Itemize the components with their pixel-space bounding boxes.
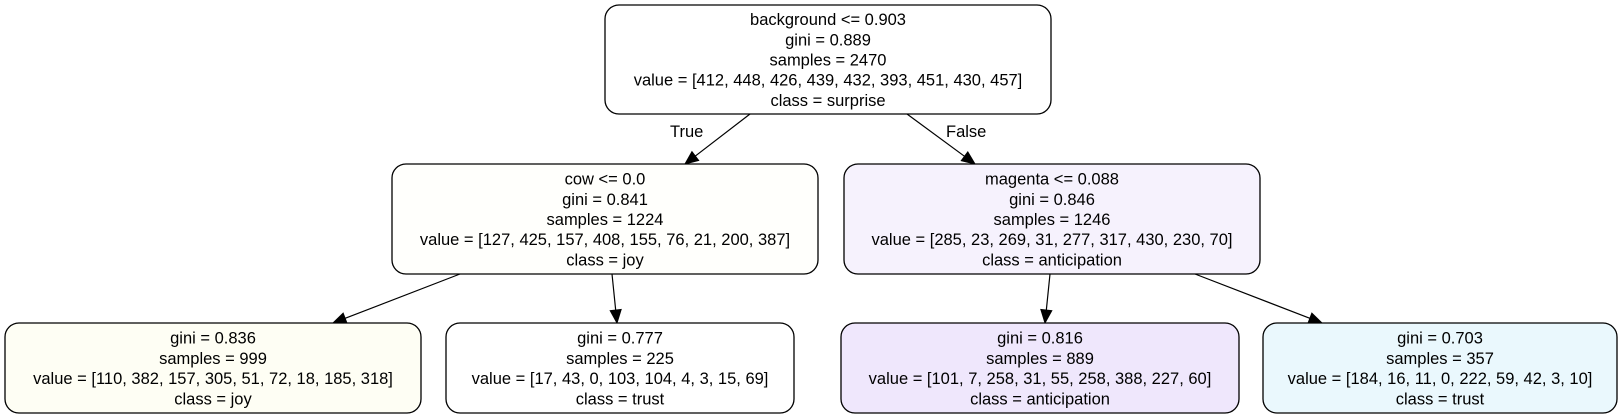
edge-left-to-ll (344, 273, 461, 319)
node-text-line: gini = 0.889 (785, 31, 871, 49)
node-text-line: class = trust (576, 390, 665, 408)
tree-node-rl: gini = 0.816 samples = 889 value = [101, 7… (840, 322, 1240, 414)
node-box (4, 322, 422, 414)
node-text-line: magenta <= 0.088 (985, 171, 1119, 189)
node-text-line: samples = 225 (566, 350, 674, 368)
node-text-line: value = [17, 43, 0, 103, 104, 4, 3, 15, … (472, 370, 769, 388)
node-text-line: samples = 999 (159, 350, 267, 368)
node-text-line: value = [101, 7, 258, 31, 55, 258, 388, … (869, 370, 1212, 388)
arrowhead-root-to-right (960, 150, 977, 165)
edge-root-to-right (906, 113, 965, 157)
node-text-line: value = [110, 382, 157, 305, 51, 72, 18,… (33, 370, 393, 388)
arrowhead-left-to-ll (331, 312, 348, 324)
node-box (843, 163, 1261, 275)
edge-right-to-rr (1194, 273, 1311, 319)
node-text-line: gini = 0.777 (577, 330, 663, 348)
node-text-line: samples = 2470 (770, 52, 887, 70)
node-text-line: class = joy (566, 251, 644, 269)
node-box (391, 163, 819, 275)
arrowhead-right-to-rr (1307, 312, 1324, 324)
node-text-line: cow <= 0.0 (565, 171, 646, 189)
node-text-line: gini = 0.816 (997, 330, 1083, 348)
node-box (604, 4, 1052, 115)
node-box (445, 322, 795, 414)
node-text-line: value = [127, 425, 157, 408, 155, 76, 21… (420, 231, 790, 249)
node-text-line: value = [184, 16, 11, 0, 222, 59, 42, 3,… (1288, 370, 1593, 388)
tree-node-root: background <= 0.903 gini = 0.889 samples =… (604, 4, 1052, 115)
node-text-line: class = anticipation (982, 251, 1122, 269)
tree-node-right: magenta <= 0.088 gini = 0.846 samples = 12… (843, 163, 1261, 275)
node-text-line: class = joy (174, 390, 252, 408)
node-text-line: value = [412, 448, 426, 439, 432, 393, 4… (634, 72, 1023, 90)
node-box (840, 322, 1240, 414)
edge-root-to-left (694, 113, 751, 157)
arrowhead-root-to-left (683, 150, 700, 165)
node-text-line: class = surprise (770, 92, 885, 110)
tree-node-left: cow <= 0.0 gini = 0.841 samples = 1224 valu… (391, 163, 819, 275)
node-text-line: gini = 0.841 (562, 191, 648, 209)
node-box (1262, 322, 1618, 414)
tree-node-ll: gini = 0.836 samples = 999 value = [110, 3… (4, 322, 422, 414)
node-text-line: samples = 1224 (547, 211, 664, 229)
tree-node-lr: gini = 0.777 samples = 225 value = [17, 43… (445, 322, 795, 414)
nodes-layer: background <= 0.903 gini = 0.889 samples =… (4, 4, 1618, 414)
edge-label-false: False (946, 123, 986, 141)
node-text-line: gini = 0.836 (170, 330, 256, 348)
node-text-line: gini = 0.703 (1397, 330, 1483, 348)
edge-label-true: True (670, 123, 703, 141)
arrowhead-right-to-rl (1040, 308, 1053, 325)
node-text-line: samples = 1246 (994, 211, 1111, 229)
node-text-line: background <= 0.903 (750, 11, 906, 29)
node-text-line: class = trust (1396, 390, 1485, 408)
node-text-line: samples = 889 (986, 350, 1094, 368)
node-text-line: samples = 357 (1386, 350, 1494, 368)
arrowhead-left-to-lr (609, 308, 622, 325)
node-text-line: value = [285, 23, 269, 31, 277, 317, 430… (871, 231, 1232, 249)
edge-left-to-lr (611, 273, 617, 311)
edge-right-to-rl (1045, 273, 1051, 311)
tree-node-rr: gini = 0.703 samples = 357 value = [184, 1… (1262, 322, 1618, 414)
node-text-line: gini = 0.846 (1009, 191, 1095, 209)
node-text-line: class = anticipation (970, 390, 1110, 408)
